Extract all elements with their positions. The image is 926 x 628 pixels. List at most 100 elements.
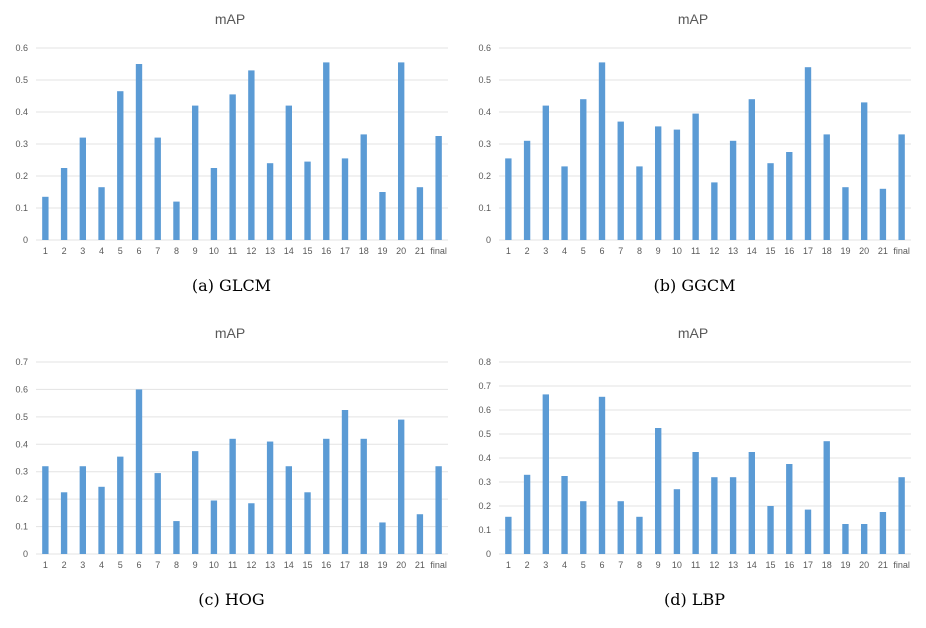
x-tick-label: 9 (656, 246, 661, 256)
x-tick-label: final (893, 246, 910, 256)
x-tick-label: 13 (265, 246, 275, 256)
bar-14 (748, 452, 756, 554)
bar-16 (786, 464, 793, 554)
bar-19 (379, 192, 386, 240)
bar-17 (804, 509, 812, 554)
x-tick-label: 10 (209, 560, 219, 570)
y-tick-label: 0 (486, 235, 491, 245)
bar-21 (879, 188, 887, 240)
x-tick-label: 21 (878, 560, 888, 570)
x-tick-label: 14 (284, 560, 294, 570)
x-tick-label: 18 (822, 246, 832, 256)
x-tick-label: 3 (543, 246, 548, 256)
bar-13 (266, 441, 274, 554)
bar-17 (341, 158, 349, 240)
bar-12 (711, 477, 718, 554)
bar-20 (397, 62, 405, 241)
bar-13 (729, 140, 737, 240)
y-tick-label: 0.5 (478, 75, 491, 85)
x-tick-label: 2 (525, 560, 530, 570)
bar-20 (860, 524, 868, 554)
bar-9 (654, 428, 662, 554)
x-tick-label: 6 (599, 246, 604, 256)
bar-8 (173, 201, 180, 240)
y-tick-label: 0.4 (15, 439, 28, 449)
x-tick-label: 4 (99, 560, 104, 570)
x-tick-label: 16 (321, 246, 331, 256)
x-tick-label: 16 (784, 246, 794, 256)
bar-12 (248, 503, 255, 554)
x-tick-label: 19 (377, 246, 387, 256)
x-tick-label: 20 (859, 560, 869, 570)
x-tick-label: 7 (618, 246, 623, 256)
y-tick-label: 0 (23, 235, 28, 245)
x-tick-label: 19 (840, 246, 850, 256)
x-tick-label: 1 (43, 246, 48, 256)
x-tick-label: 4 (99, 246, 104, 256)
bar-5 (580, 99, 587, 240)
x-tick-label: final (430, 246, 447, 256)
x-tick-label: 1 (506, 246, 511, 256)
x-tick-label: 21 (415, 560, 425, 570)
bar-5 (580, 501, 587, 554)
bar-1 (505, 516, 512, 554)
y-tick-label: 0.2 (15, 494, 28, 504)
x-tick-label: 16 (321, 560, 331, 570)
x-tick-label: 2 (62, 560, 67, 570)
bar-16 (323, 62, 330, 241)
x-tick-label: 19 (840, 560, 850, 570)
x-tick-label: 3 (80, 560, 85, 570)
y-tick-label: 0.1 (15, 203, 28, 213)
x-tick-label: 20 (396, 560, 406, 570)
bar-8 (173, 521, 180, 554)
y-tick-label: 0.4 (478, 107, 491, 117)
y-tick-label: 0.1 (478, 203, 491, 213)
y-tick-label: 0.5 (15, 412, 28, 422)
x-tick-label: 17 (803, 560, 813, 570)
y-tick-label: 0.1 (15, 522, 28, 532)
bar-final (898, 477, 905, 554)
y-tick-label: 0.5 (15, 75, 28, 85)
y-tick-label: 0.1 (478, 525, 491, 535)
bar-4 (98, 486, 105, 554)
x-tick-label: 10 (672, 560, 682, 570)
x-tick-label: 11 (228, 246, 237, 256)
y-tick-label: 0.4 (478, 453, 491, 463)
x-tick-label: 8 (637, 246, 642, 256)
x-tick-label: 8 (174, 246, 179, 256)
bar-14 (285, 105, 293, 240)
bar-1 (505, 158, 512, 240)
figure-panel-hog: mAP 0 0.1 0.2 0.3 0.4 0.5 0.6 0.7 1 2 3 4 5 6 7 8 9 10 11 12… (0, 314, 463, 628)
caption-ggcm: (b) GGCM (653, 276, 736, 295)
bar-5 (117, 456, 124, 554)
x-tick-label: 21 (878, 246, 888, 256)
bar-16 (786, 152, 793, 240)
caption-lbp: (d) LBP (664, 590, 725, 609)
y-tick-label: 0.3 (15, 139, 28, 149)
bar-21 (416, 187, 424, 240)
bar-10 (673, 489, 681, 554)
bar-6 (598, 62, 606, 241)
y-tick-label: 0.6 (478, 43, 491, 53)
y-tick-label: 0.7 (15, 357, 28, 367)
y-tick-label: 0 (23, 549, 28, 559)
x-tick-label: 2 (525, 246, 530, 256)
bar-2 (523, 474, 531, 554)
y-tick-label: 0 (486, 549, 491, 559)
bar-21 (879, 512, 887, 554)
y-tick-label: 0.3 (478, 139, 491, 149)
bar-8 (636, 166, 643, 240)
bar-17 (341, 410, 349, 554)
x-tick-label: 18 (822, 560, 832, 570)
bar-7 (617, 501, 624, 554)
bar-18 (360, 134, 367, 240)
x-tick-label: 12 (709, 246, 719, 256)
y-tick-label: 0.7 (478, 381, 491, 391)
x-tick-label: 15 (303, 246, 313, 256)
bar-15 (767, 506, 774, 554)
bar-9 (191, 105, 199, 240)
y-tick-label: 0.3 (478, 477, 491, 487)
bar-1 (42, 196, 49, 240)
x-tick-label: 19 (377, 560, 387, 570)
bar-19 (842, 524, 849, 554)
